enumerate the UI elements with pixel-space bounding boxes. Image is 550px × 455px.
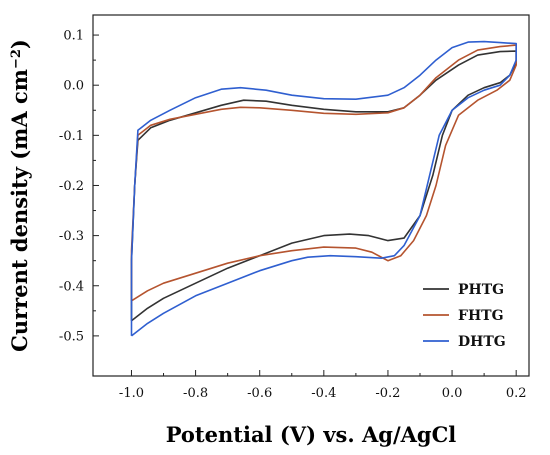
y-tick-label: 0.0 <box>63 79 84 94</box>
y-tick-label: -0.3 <box>59 229 84 244</box>
x-tick-label: -0.6 <box>247 386 272 401</box>
series-fhtg-line <box>130 44 517 302</box>
y-axis-title-main: Current density (mA cm <box>7 69 32 352</box>
y-tick-label: -0.1 <box>59 129 84 144</box>
x-tick-label: -0.4 <box>311 386 336 401</box>
y-axis-title-end: ) <box>7 39 32 49</box>
series-dhtg-line <box>130 40 517 337</box>
legend-label-phtg: PHTG <box>458 282 504 298</box>
y-tick-label: -0.4 <box>59 279 84 294</box>
legend: PHTG FHTG DHTG <box>423 282 506 350</box>
series-phtg-line <box>130 50 517 322</box>
x-axis-title: Potential (V) vs. Ag/AgCl <box>166 422 457 447</box>
x-tick-label: 0.0 <box>442 386 463 401</box>
series-layer <box>130 40 517 337</box>
plot-frame <box>92 14 530 377</box>
legend-label-dhtg: DHTG <box>458 334 506 350</box>
x-tick-label: -0.2 <box>375 386 400 401</box>
x-tick-label: -0.8 <box>183 386 208 401</box>
ticks-layer: -1.0 -0.8 -0.6 -0.4 -0.2 0.0 0.2 0.1 0.0 -0.1 -0.2… <box>59 29 527 401</box>
x-tick-label: 0.2 <box>506 386 527 401</box>
y-axis-title-sup: −2 <box>9 49 24 69</box>
y-tick-label: 0.1 <box>63 29 84 44</box>
x-tick-label: -1.0 <box>119 386 144 401</box>
y-axis-title: Current density (mA cm−2) <box>7 39 32 352</box>
y-tick-label: -0.2 <box>59 179 84 194</box>
y-tick-label: -0.5 <box>59 329 84 344</box>
legend-label-fhtg: FHTG <box>458 308 504 324</box>
